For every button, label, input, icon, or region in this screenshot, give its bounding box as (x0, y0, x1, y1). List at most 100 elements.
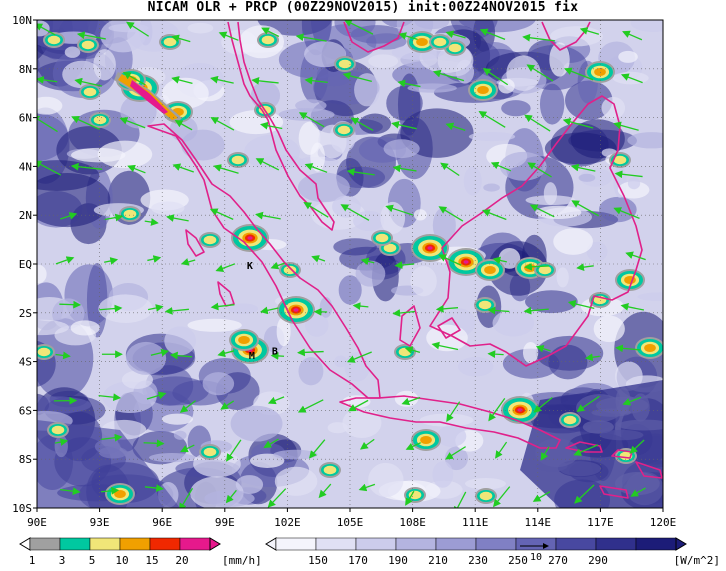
precip-cell (114, 489, 126, 499)
wind-vector (358, 483, 376, 492)
olr-low-region (162, 77, 209, 109)
olr-legend-tick: 290 (588, 554, 608, 567)
wind-vector (360, 438, 375, 450)
coastlines (147, 21, 663, 499)
olr-low-region (97, 140, 153, 169)
wind-vector (267, 396, 285, 405)
wind-vector (146, 391, 167, 400)
olr-low-region (419, 413, 474, 427)
wind-vector (209, 208, 234, 220)
wind-vector (342, 72, 372, 82)
wind-vector (620, 303, 645, 311)
olr-low-region (498, 78, 515, 94)
olr-low-region (310, 142, 325, 172)
lon-tick-label: 105E (337, 516, 364, 529)
lon-tick-label: 120E (650, 516, 677, 529)
olr-low-region (244, 134, 300, 170)
wind-vector (346, 351, 372, 363)
olr-low-region (414, 20, 450, 30)
olr-low-region (62, 60, 102, 89)
coastline-bangka (399, 305, 421, 347)
wind-vector (445, 446, 466, 460)
olr-legend-arrow-right (675, 537, 687, 551)
precip-cell (323, 465, 337, 475)
place-marker-b: B (272, 346, 278, 357)
wind-vector (171, 34, 191, 43)
olr-low-region (432, 207, 456, 244)
olr-low-region (522, 341, 539, 364)
olr-low-region (627, 132, 663, 149)
lat-tick-label: 8N (19, 63, 32, 76)
wind-vector (304, 163, 328, 173)
wind-vector (567, 300, 595, 310)
olr-legend-swatch (515, 537, 557, 551)
precip-cell (337, 125, 351, 135)
wind-vector (526, 64, 554, 82)
lat-tick-label: EQ (19, 258, 32, 271)
precip-cell (338, 59, 352, 69)
wind-vector (392, 309, 416, 317)
wind-vector (303, 201, 329, 218)
wind-vector (164, 306, 189, 315)
precip-cell (163, 37, 177, 47)
wind-vector (147, 304, 164, 312)
olr-low-region (579, 168, 613, 187)
precip-cell (37, 347, 51, 357)
place-markers: K M B (247, 261, 278, 362)
precip-cell (427, 246, 433, 250)
olr-low-region (37, 319, 70, 336)
prcp-legend-swatch (89, 537, 121, 551)
olr-legend-swatch (555, 537, 597, 551)
wind-vector (343, 20, 374, 35)
prcp-legend-unit: [mm/h] (222, 554, 262, 567)
prcp-legend-tick: 15 (145, 554, 158, 567)
wind-vector (213, 164, 239, 174)
olr-legend-tick: 210 (428, 554, 448, 567)
olr-low-region (492, 309, 535, 337)
olr-low-region (506, 55, 541, 91)
wind-vector (482, 68, 509, 86)
wind-vector (630, 487, 646, 497)
wind-vector (535, 344, 551, 353)
prcp-legend-swatch (119, 537, 151, 551)
wind-vector (529, 204, 555, 218)
olr-low-region (380, 201, 406, 235)
wind-vector (493, 486, 511, 508)
olr-low-region (525, 195, 576, 206)
wind-vector (340, 204, 370, 221)
wind-vector (522, 33, 556, 42)
lat-tick-label: 4S (19, 356, 32, 369)
prcp-legend-swatch (149, 537, 181, 551)
olr-low-region (120, 95, 157, 129)
precip-cell (247, 236, 253, 240)
olr-low-region (334, 355, 347, 368)
wind-vector (562, 118, 594, 129)
olr-low-region (278, 108, 335, 121)
wind-vector (60, 487, 81, 496)
precip-cell (613, 155, 627, 165)
olr-low-region (273, 449, 318, 460)
wind-vector (492, 256, 507, 265)
olr-low-region (70, 320, 100, 336)
place-marker-k: K (247, 261, 253, 272)
wind-vector (255, 158, 280, 171)
lat-tick-label: 2S (19, 307, 32, 320)
precip-cell (383, 243, 397, 253)
olr-low-region (464, 477, 506, 490)
olr-low-region (274, 466, 318, 496)
wind-vector (584, 353, 600, 362)
map-title: NICAM OLR + PRCP (00Z29NOV2015) init:00Z… (147, 0, 579, 15)
olr-legend-tick: 250 (508, 554, 528, 567)
wind-vector (180, 444, 195, 453)
olr-low-region (121, 370, 153, 389)
wind-vector (210, 117, 235, 131)
olr-low-region (436, 425, 467, 447)
precip-cell (81, 40, 95, 50)
olr-low-region (173, 430, 187, 440)
olr-low-region (463, 166, 482, 196)
wind-vector (71, 116, 100, 130)
olr-legend-tick: 150 (308, 554, 328, 567)
prcp-legend-tick: 5 (89, 554, 96, 567)
wind-vector (629, 439, 645, 454)
